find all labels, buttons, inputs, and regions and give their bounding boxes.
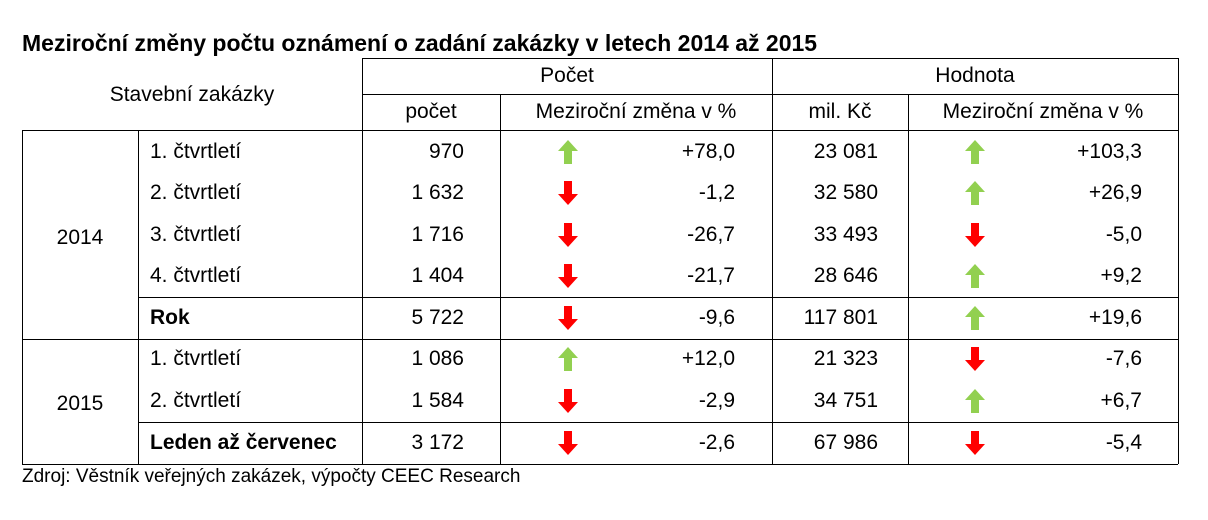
value-cell: 67 986 [813,431,878,454]
table-divider [908,94,909,464]
source-note: Zdroj: Věstník veřejných zakázek, výpočt… [22,466,521,487]
count-cell: 1 632 [411,181,464,204]
count-cell: 1 086 [411,347,464,370]
header-value: mil. Kč [808,100,872,123]
table-title: Meziroční změny počtu oznámení o zadání … [22,30,818,56]
row-label: 2. čtvrtletí [150,389,242,412]
count-change-cell: -26,7 [687,223,735,246]
count-change-cell: +78,0 [681,140,735,163]
table-divider [138,297,1178,298]
value-change-cell: +9,2 [1100,264,1142,287]
arrow-down-icon [558,181,578,205]
table-divider [22,339,1178,340]
value-change-cell: +6,7 [1100,389,1142,412]
arrow-up-icon [965,389,985,413]
count-change-cell: -2,9 [698,389,735,412]
arrow-down-icon [558,223,578,247]
count-cell: 1 404 [411,264,464,287]
header-count-change: Meziroční změna v % [535,100,737,123]
table-border-bottom [22,464,1178,465]
value-change-cell: -5,4 [1105,431,1142,454]
row-label: 4. čtvrtletí [150,264,242,287]
arrow-up-icon [558,140,578,164]
value-cell: 23 081 [813,140,878,163]
arrow-up-icon [558,347,578,371]
table-divider [138,130,139,464]
value-change-cell: +26,9 [1088,181,1142,204]
header-count-group: Počet [540,64,594,87]
year-2014-label: 2014 [56,226,104,249]
arrow-down-icon [965,223,985,247]
table-divider [772,58,773,464]
count-change-cell: -2,6 [698,431,735,454]
header-value-change: Meziroční změna v % [942,100,1144,123]
arrow-down-icon [558,264,578,288]
arrow-up-icon [965,140,985,164]
count-change-cell: -9,6 [698,306,735,329]
value-cell: 33 493 [813,223,878,246]
table-divider [362,94,1178,95]
arrow-up-icon [965,181,985,205]
value-change-cell: -5,0 [1105,223,1142,246]
value-change-cell: -7,6 [1105,347,1142,370]
count-cell: 3 172 [411,431,464,454]
value-change-cell: +103,3 [1077,140,1142,163]
arrow-down-icon [558,431,578,455]
count-cell: 1 716 [411,223,464,246]
value-cell: 32 580 [813,181,878,204]
table-header-bottom [22,130,1178,131]
row-label: 3. čtvrtletí [150,223,242,246]
table-border-right [1178,58,1179,464]
count-cell: 970 [428,140,464,163]
row-label: 2. čtvrtletí [150,181,242,204]
count-cell: 5 722 [411,306,464,329]
value-cell: 34 751 [813,389,878,412]
arrow-down-icon [965,347,985,371]
row-label: 1. čtvrtletí [150,140,242,163]
count-change-cell: -1,2 [698,181,735,204]
table-divider [362,58,363,464]
count-change-cell: +12,0 [681,347,735,370]
count-cell: 1 584 [411,389,464,412]
header-count: počet [405,100,457,123]
header-value-group: Hodnota [935,64,1015,87]
arrow-down-icon [965,431,985,455]
table-border-left [22,130,23,464]
year-2015-label: 2015 [56,392,104,415]
value-cell: 21 323 [813,347,878,370]
row-header-label: Stavební zakázky [109,83,275,106]
value-cell: 28 646 [813,264,878,287]
table-border-top [362,58,1178,59]
count-change-cell: -21,7 [687,264,735,287]
table-divider [138,422,1178,423]
table-divider [500,94,501,464]
row-label: Leden až červenec [150,431,337,454]
arrow-down-icon [558,389,578,413]
row-label: Rok [150,306,190,329]
arrow-up-icon [965,264,985,288]
value-change-cell: +19,6 [1088,306,1142,329]
arrow-down-icon [558,306,578,330]
row-label: 1. čtvrtletí [150,347,242,370]
value-cell: 117 801 [803,306,878,329]
arrow-up-icon [965,306,985,330]
